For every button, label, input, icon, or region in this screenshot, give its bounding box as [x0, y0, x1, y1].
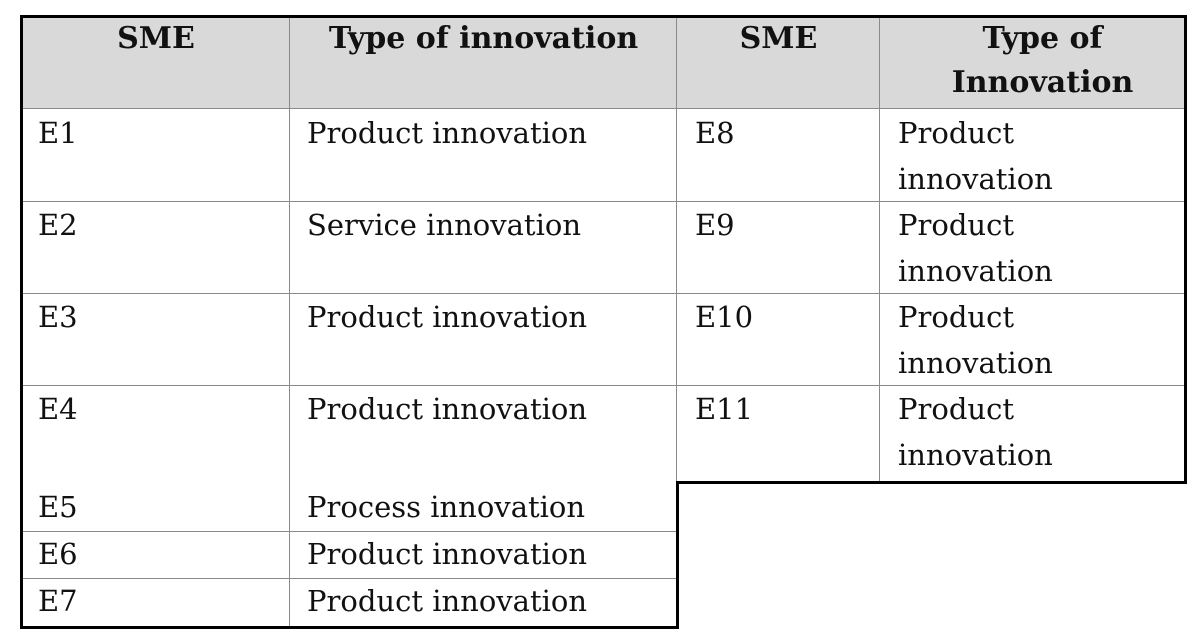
left-row-5-sme: E5 — [38, 490, 78, 524]
right-row-4-type-line2: innovation — [898, 438, 1053, 472]
left-row-1-sme: E1 — [38, 116, 78, 150]
left-row-3-sme: E3 — [38, 300, 78, 334]
right-row-4-sme: E11 — [695, 392, 754, 426]
header-type-right-line1: Type of — [982, 21, 1103, 56]
left-row-7-type: Product innovation — [307, 584, 588, 618]
right-row-1-type-line2: innovation — [898, 162, 1053, 196]
header-sme-right: SME — [739, 21, 818, 56]
left-row-2-type: Service innovation — [307, 208, 581, 242]
border-step-bottom — [676, 481, 1187, 484]
grid-hline-row5 — [22, 531, 677, 532]
right-row-1-type-line1: Product — [898, 116, 1014, 150]
grid-hline-row3 — [22, 385, 1185, 386]
left-row-4-sme: E4 — [38, 392, 78, 426]
right-row-2-sme: E9 — [695, 208, 735, 242]
right-row-4-type-line1: Product — [898, 392, 1014, 426]
grid-hline-row2 — [22, 293, 1185, 294]
grid-vline-middle — [676, 17, 677, 483]
left-row-7-sme: E7 — [38, 584, 78, 618]
header-sme-left: SME — [117, 21, 195, 56]
grid-vline-left-col — [289, 17, 290, 626]
left-row-6-sme: E6 — [38, 537, 78, 571]
right-row-3-type-line2: innovation — [898, 346, 1053, 380]
header-background — [22, 17, 1185, 109]
right-row-2-type-line2: innovation — [898, 254, 1053, 288]
left-row-2-sme: E2 — [38, 208, 78, 242]
grid-hline-row1 — [22, 201, 1185, 202]
border-right — [1184, 15, 1187, 484]
border-top — [20, 15, 1187, 18]
border-step-vertical — [676, 481, 679, 629]
header-type-left: Type of innovation — [328, 21, 639, 56]
left-row-4-type: Product innovation — [307, 392, 588, 426]
grid-vline-right-col — [879, 17, 880, 483]
left-row-5-type: Process innovation — [307, 490, 586, 524]
border-bottom — [20, 626, 679, 629]
right-row-1-sme: E8 — [695, 116, 735, 150]
header-type-right-line2: Innovation — [951, 65, 1134, 100]
left-row-3-type: Product innovation — [307, 300, 588, 334]
right-row-3-type-line1: Product — [898, 300, 1014, 334]
border-left — [20, 15, 23, 629]
grid-hline-row6 — [22, 578, 677, 579]
left-row-6-type: Product innovation — [307, 537, 588, 571]
right-row-2-type-line1: Product — [898, 208, 1014, 242]
right-row-3-sme: E10 — [695, 300, 754, 334]
grid-hline-header — [22, 108, 1185, 109]
left-row-1-type: Product innovation — [307, 116, 588, 150]
